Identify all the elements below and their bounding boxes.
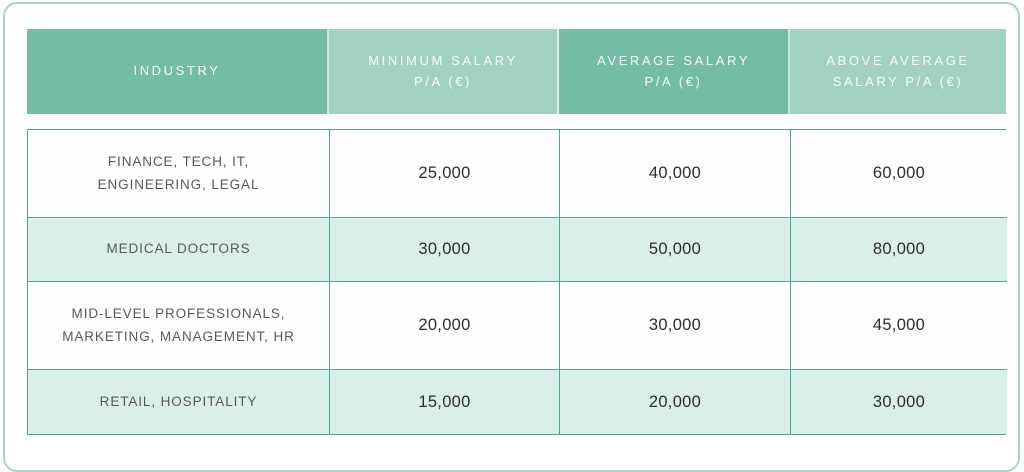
cell-average-salary: 40,000: [560, 130, 791, 218]
cell-average-salary: 50,000: [560, 218, 791, 282]
cell-minimum-salary: 30,000: [330, 218, 560, 282]
cell-industry: FINANCE, TECH, IT, ENGINEERING, LEGAL: [28, 130, 330, 218]
header-cell-industry: INDUSTRY: [27, 29, 329, 114]
cell-average-salary: 30,000: [560, 282, 791, 370]
cell-minimum-salary: 20,000: [330, 282, 560, 370]
salary-table-body: FINANCE, TECH, IT, ENGINEERING, LEGAL 25…: [27, 129, 1007, 435]
cell-industry: MID-LEVEL PROFESSIONALS, MARKETING, MANA…: [28, 282, 330, 370]
cell-minimum-salary: 25,000: [330, 130, 560, 218]
cell-above-average-salary: 45,000: [791, 282, 1007, 370]
header-cell-minimum-salary: MINIMUM SALARY P/A (€): [329, 29, 559, 114]
cell-above-average-salary: 30,000: [791, 370, 1007, 434]
header-cell-above-average-salary: ABOVE AVERAGE SALARY P/A (€): [790, 29, 1006, 114]
cell-above-average-salary: 80,000: [791, 218, 1007, 282]
cell-average-salary: 20,000: [560, 370, 791, 434]
cell-industry: RETAIL, HOSPITALITY: [28, 370, 330, 434]
table-header-row: INDUSTRY MINIMUM SALARY P/A (€) AVERAGE …: [27, 29, 1006, 114]
header-cell-average-salary: AVERAGE SALARY P/A (€): [559, 29, 790, 114]
cell-industry: MEDICAL DOCTORS: [28, 218, 330, 282]
cell-above-average-salary: 60,000: [791, 130, 1007, 218]
cell-minimum-salary: 15,000: [330, 370, 560, 434]
salary-table-card: INDUSTRY MINIMUM SALARY P/A (€) AVERAGE …: [3, 2, 1020, 472]
